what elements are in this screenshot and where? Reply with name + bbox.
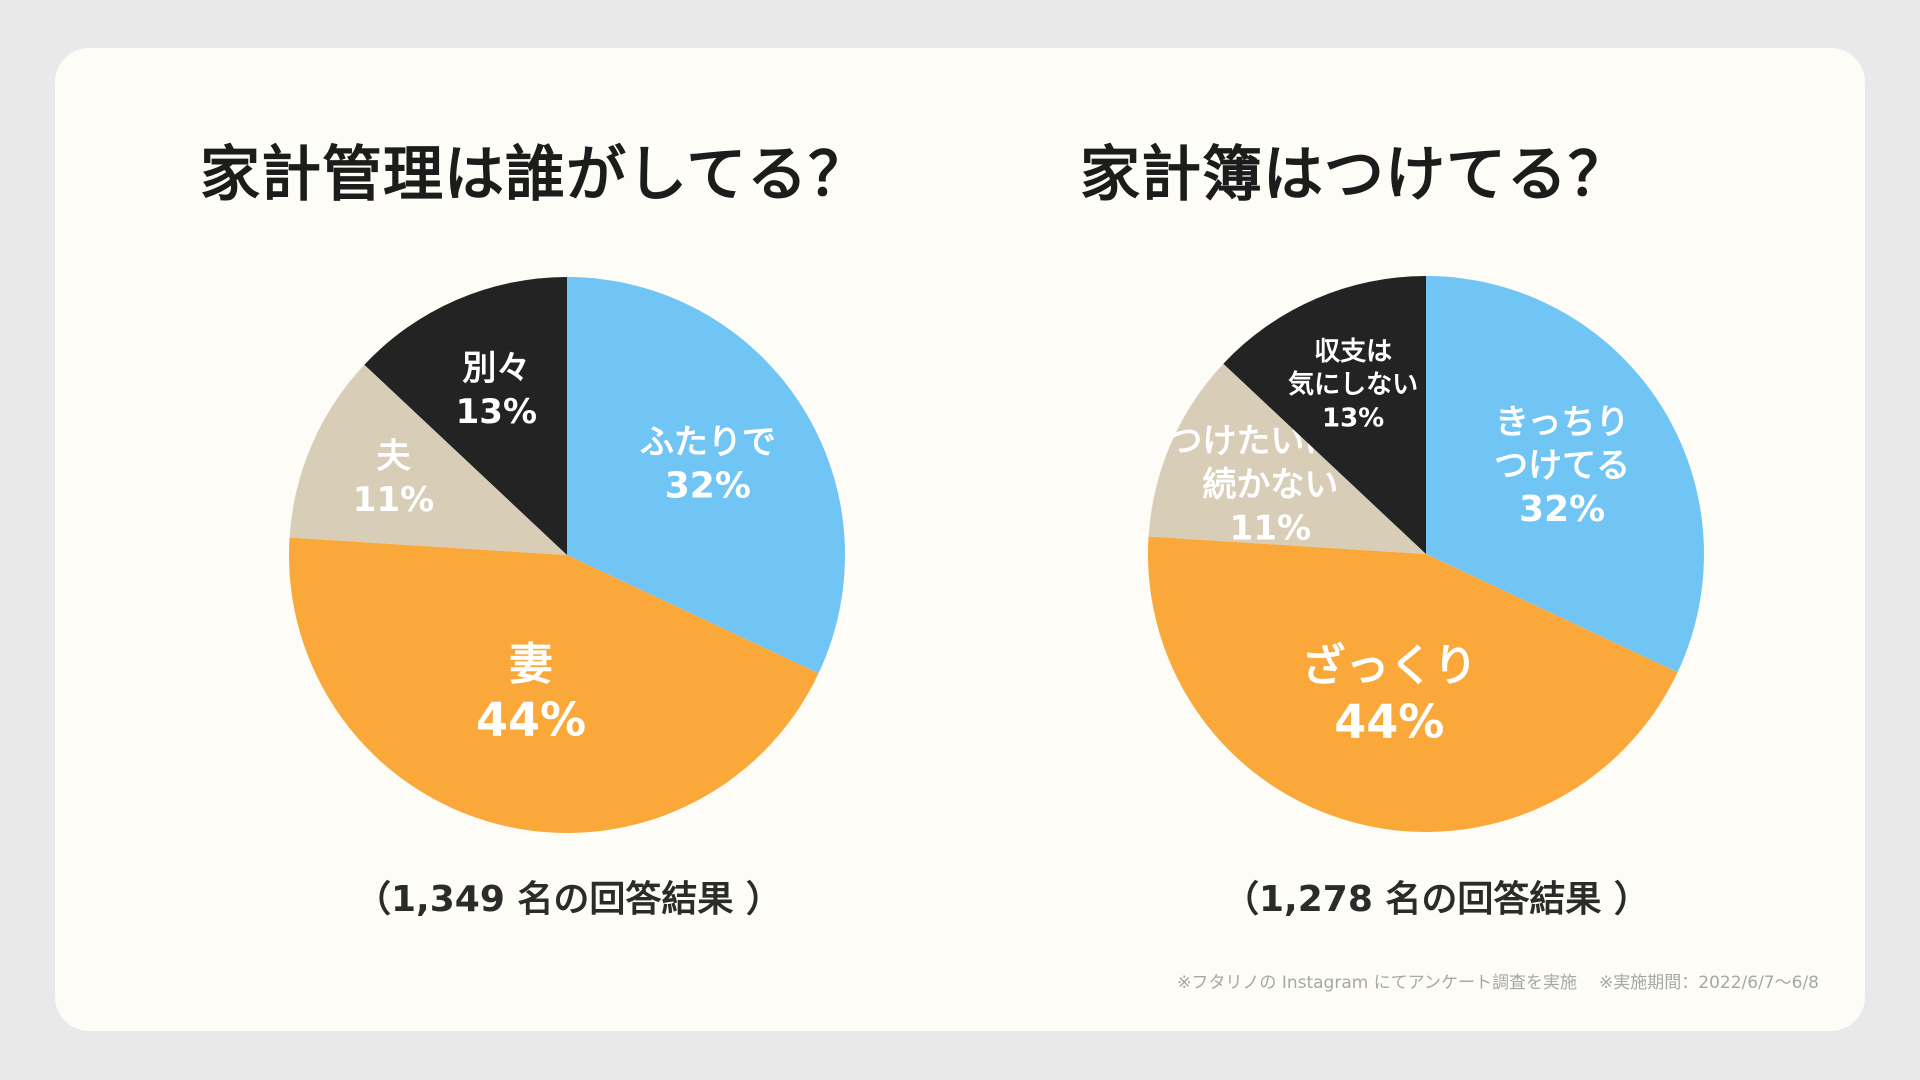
- slice-percent-label: 11%: [353, 480, 434, 520]
- slice-label: ざっくり: [1301, 641, 1477, 692]
- slice-label: 夫: [377, 437, 412, 477]
- slice-label-group: 夫11%: [353, 437, 434, 521]
- pie-slice-3: [1148, 363, 1426, 554]
- slice-label: 続かない: [1202, 465, 1338, 505]
- response-count-caption: （1,278 名の回答結果 ）: [1223, 879, 1650, 920]
- slice-percent-label: 44%: [476, 693, 586, 747]
- pie-slice-3: [289, 364, 567, 555]
- slice-percent-label: 13%: [456, 392, 537, 432]
- survey-method-note: ※フタリノの Instagram にてアンケート調査を実施: [1177, 973, 1578, 993]
- slice-percent-label: 32%: [665, 465, 751, 506]
- slice-label: 気にしない: [1288, 369, 1418, 400]
- slice-percent-label: 11%: [1230, 509, 1311, 549]
- slice-label: ふたりで: [640, 422, 776, 462]
- survey-footnote: ※フタリノの Instagram にてアンケート調査を実施 ※実施期間：2022/…: [1177, 968, 1819, 993]
- chart-household-management: 家計管理は誰がしてる？ ふたりで 32% 妻 44% 夫 11% 別々 13% （1,349 …: [55, 48, 960, 1031]
- pie-slice-4: [1223, 276, 1426, 554]
- slice-percent-label: 32%: [1519, 489, 1605, 530]
- slice-label: 収支は: [1314, 337, 1392, 367]
- slice-label: つけてる: [1494, 446, 1630, 486]
- slice-label: 別々: [462, 348, 530, 388]
- slice-label-group: 妻44%: [476, 639, 586, 747]
- pie-slice-2: [1148, 536, 1678, 833]
- slice-percent-label: 13%: [1322, 403, 1384, 433]
- chart-title: 家計管理は誰がしてる？: [200, 140, 870, 210]
- chart-household-ledger: 家計簿はつけてる？ きっちり つけてる 32% ざっくり 44% つけたいけど 続かない 11…: [960, 48, 1865, 1031]
- slice-label: きっちり: [1495, 403, 1630, 443]
- pie-chart: きっちりつけてる32%ざっくり44%つけたいけど続かない11%収支は気にしない1…: [1148, 276, 1704, 833]
- pie-slice-2: [289, 537, 819, 833]
- response-count-caption: （1,349 名の回答結果 ）: [355, 879, 782, 920]
- chart-title: 家計簿はつけてる？: [1080, 140, 1629, 210]
- slice-percent-label: 44%: [1334, 694, 1444, 748]
- slice-label: 妻: [509, 639, 553, 690]
- content-card: 家計管理は誰がしてる？ ふたりで 32% 妻 44% 夫 11% 別々 13% （1,349 …: [55, 48, 1865, 1031]
- survey-period-note: ※実施期間：2022/6/7〜6/8: [1599, 973, 1819, 993]
- pie-slice-4: [364, 277, 567, 555]
- pie-slice-1: [567, 277, 845, 674]
- pie-slice-1: [1426, 276, 1704, 673]
